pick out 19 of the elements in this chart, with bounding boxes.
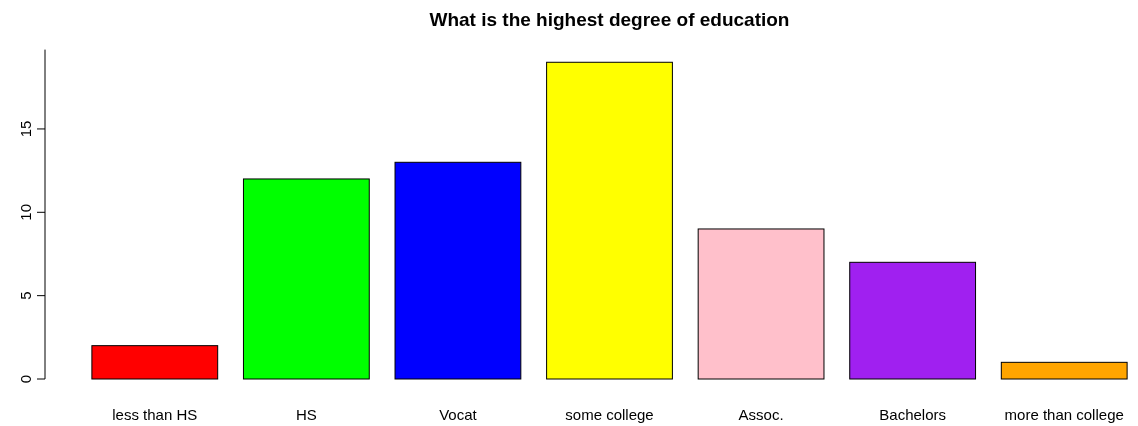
x-tick-label: Vocat	[439, 406, 478, 423]
bar	[1000, 361, 1128, 380]
y-tick-label: 5	[17, 291, 34, 300]
y-tick-label: 10	[17, 203, 34, 221]
bar	[91, 345, 219, 380]
bar	[849, 261, 977, 380]
bar	[394, 161, 522, 380]
y-tick-label: 0	[17, 374, 34, 384]
x-tick-label: some college	[565, 406, 654, 423]
x-tick-label: Bachelors	[879, 406, 946, 423]
bar	[242, 178, 370, 380]
y-tick-label: 15	[17, 120, 34, 138]
x-tick-label: less than HS	[112, 406, 198, 423]
x-tick-label: more than college	[1004, 406, 1124, 423]
chart-title: What is the highest degree of education	[429, 9, 790, 30]
x-tick-label: HS	[295, 406, 317, 423]
x-tick-label: Assoc.	[738, 406, 784, 423]
bar	[697, 228, 825, 380]
bar	[546, 61, 673, 380]
